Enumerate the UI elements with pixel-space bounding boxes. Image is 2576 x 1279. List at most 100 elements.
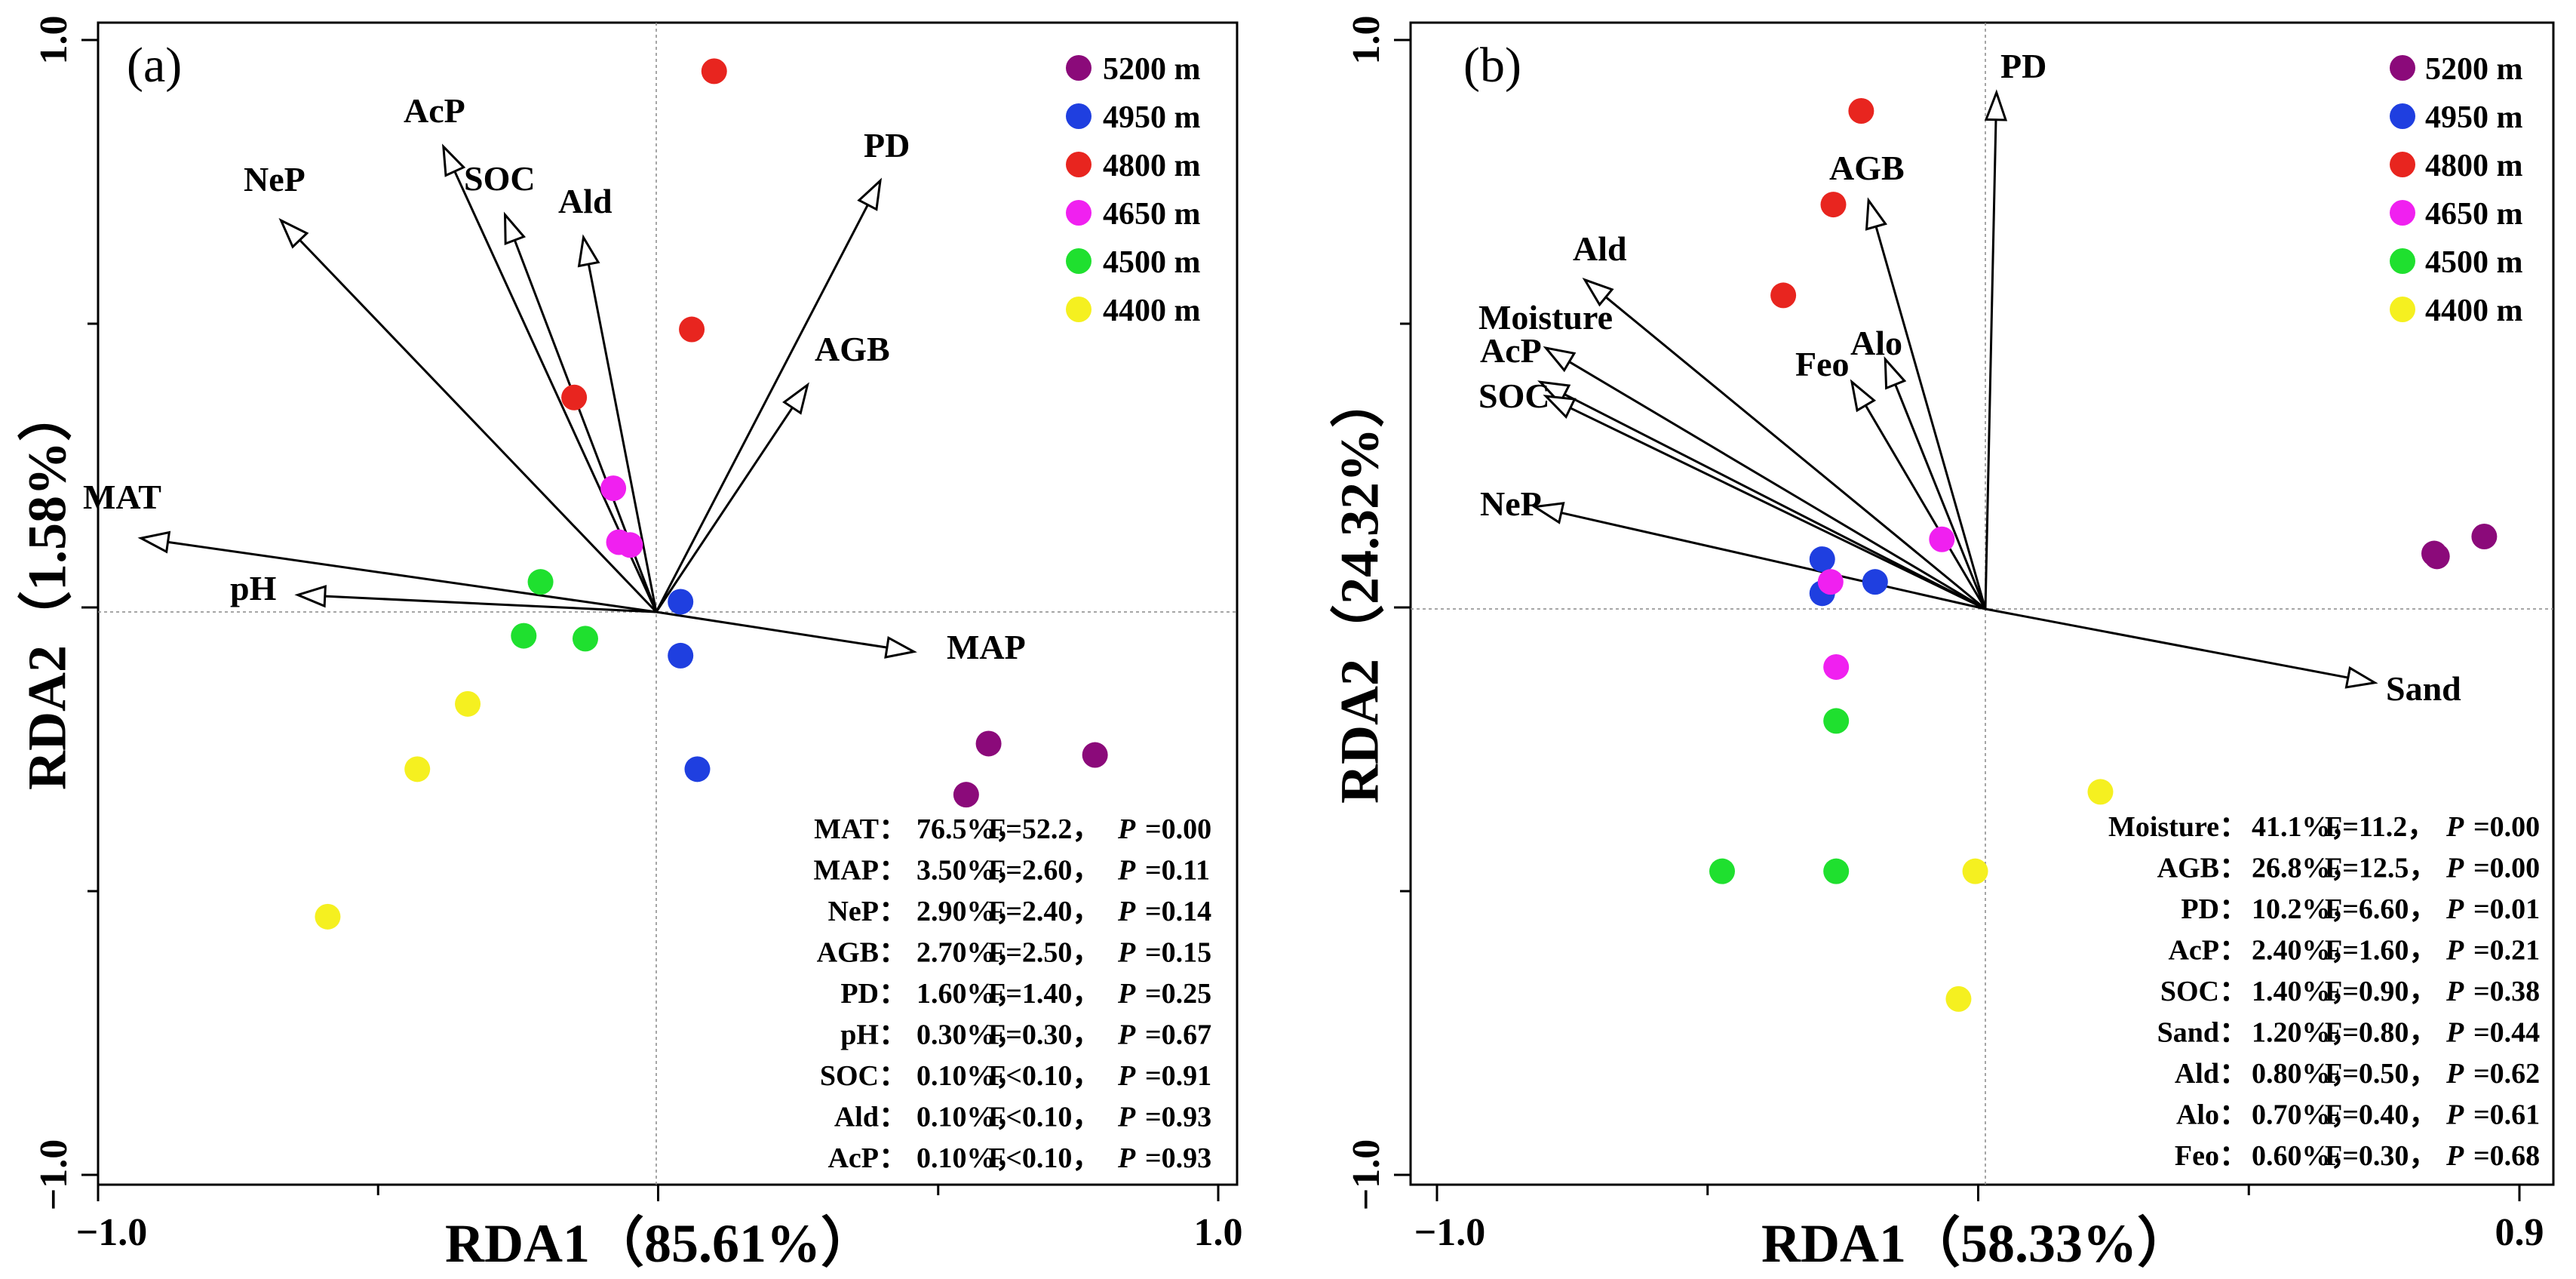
- stats-var: AGB：: [2157, 853, 2248, 884]
- stats-row: Ald： 0.80%，F=0.50， P =0.62: [2175, 1058, 2540, 1090]
- x-tick-label: 0.9: [2495, 1211, 2544, 1254]
- panel-a: −1.0 1.0 1.0 −1.0 RDA1（85.61%） RDA2（1.58%） (a)…: [17, 16, 1243, 1274]
- stats-p-value: =0.00: [1145, 813, 1211, 845]
- legend-marker-4500-m: [2390, 248, 2415, 274]
- stats-pct: 0.30%，: [916, 1019, 1024, 1051]
- stats-p-label: P: [2446, 1099, 2464, 1131]
- stats-f: F=2.50，: [988, 937, 1101, 969]
- legend-marker-4500-m: [1066, 248, 1091, 274]
- vector-label-ald: Ald: [558, 182, 613, 220]
- point-4400-m: [455, 690, 481, 717]
- vector-arrowhead-pd: [1984, 89, 2008, 121]
- point-4500-m: [572, 626, 598, 652]
- vector-arrowhead-pd: [857, 177, 883, 211]
- stats-p-value: =0.15: [1145, 937, 1211, 969]
- vector-arrowhead-soc: [503, 211, 527, 246]
- vector-label-agb: AGB: [1829, 149, 1905, 187]
- point-4650-m: [1929, 526, 1955, 552]
- stats-var: Ald：: [2175, 1058, 2248, 1090]
- stats-p-label: P: [1117, 1102, 1136, 1133]
- vector-acp: AcP: [1480, 331, 1986, 610]
- stats-var: MAP：: [813, 855, 907, 887]
- vector-label-feo: Feo: [1795, 345, 1850, 383]
- stats-f: F=52.2，: [988, 813, 1101, 845]
- stats-p-label: P: [2446, 976, 2464, 1007]
- vector-nep: NeP: [1480, 484, 1986, 610]
- vector-line-ald: [587, 263, 658, 613]
- point-4800-m: [561, 384, 588, 410]
- y-axis-label: RDA2（24.32%）: [1330, 374, 1390, 804]
- vector-map: MAP: [656, 610, 1026, 666]
- vector-label-soc: SOC: [464, 159, 536, 198]
- vector-ald: Ald: [558, 182, 658, 613]
- x-tick-label: 1.0: [1194, 1211, 1243, 1254]
- legend-marker-5200-m: [2390, 55, 2415, 81]
- stats-row: AGB： 26.8%，F=12.5， P =0.00: [2157, 853, 2541, 884]
- stats-f: F=0.40，: [2325, 1099, 2437, 1131]
- stats-pct: 0.70%，: [2252, 1099, 2360, 1131]
- point-4650-m: [1823, 653, 1850, 680]
- vector-line-ald: [1604, 296, 1986, 610]
- point-4400-m: [404, 756, 431, 782]
- vector-arrowhead-feo: [1850, 379, 1877, 413]
- stats-f: F=0.30，: [988, 1019, 1101, 1051]
- point-4800-m: [1820, 192, 1847, 218]
- stats-p-label: P: [2446, 811, 2464, 843]
- stats-pct: 2.90%，: [916, 896, 1024, 927]
- stats-row: Alo： 0.70%，F=0.40， P =0.61: [2176, 1099, 2540, 1131]
- stats-row: AGB： 2.70%，F=2.50， P =0.15: [817, 937, 1212, 969]
- stats-f: F=0.50，: [2325, 1058, 2437, 1090]
- stats-p-value: =0.93: [1145, 1142, 1211, 1174]
- stats-var: AcP：: [2168, 935, 2248, 967]
- stats-f: F=12.5，: [2325, 853, 2437, 884]
- stats-f: F=2.60，: [988, 855, 1101, 887]
- point-4950-m: [668, 642, 694, 669]
- stats-var: AGB：: [817, 937, 907, 969]
- x-axis-label: RDA1（58.33%）: [1761, 1213, 2191, 1274]
- vector-arrowhead-nep: [1531, 502, 1565, 524]
- vector-label-sand: Sand: [2386, 669, 2461, 708]
- stats-p-value: =0.61: [2473, 1099, 2540, 1131]
- legend: 5200 m 4950 m 4800 m 4650 m 4500 m 4400 m: [2390, 52, 2523, 328]
- vector-label-acp: AcP: [1480, 331, 1542, 370]
- stats-p-label: P: [1117, 1060, 1136, 1092]
- vector-arrowhead-ald: [1582, 278, 1614, 307]
- vector-arrowhead-moisture: [1543, 346, 1577, 373]
- stats-pct: 10.2%，: [2252, 893, 2360, 925]
- stats-row: AcP： 0.10%，F<0.10， P =0.93: [827, 1142, 1211, 1174]
- panel-label: (a): [127, 38, 182, 93]
- point-5200-m: [953, 782, 979, 808]
- legend-label-4500-m: 4500 m: [2425, 245, 2523, 280]
- vector-label-ph: pH: [230, 569, 277, 607]
- point-4800-m: [701, 58, 727, 85]
- stats-var: AcP：: [827, 1142, 907, 1174]
- point-4950-m: [1862, 569, 1888, 595]
- legend-label-5200-m: 5200 m: [1103, 52, 1201, 87]
- legend-label-4950-m: 4950 m: [2425, 100, 2523, 135]
- vector-line-pd: [655, 204, 869, 613]
- legend-marker-4950-m: [1066, 103, 1091, 129]
- stats-pct: 0.10%，: [916, 1060, 1024, 1092]
- stats-p-value: =0.25: [1145, 978, 1211, 1010]
- vector-arrowhead-soc: [1543, 395, 1577, 419]
- stats-f: F<0.10，: [988, 1060, 1101, 1092]
- point-4500-m: [1823, 858, 1850, 884]
- stats-p-label: P: [2446, 893, 2464, 925]
- stats-p-value: =0.67: [1145, 1019, 1211, 1051]
- stats-var: Sand：: [2157, 1017, 2248, 1049]
- stats-pct: 0.10%，: [916, 1142, 1024, 1174]
- point-4500-m: [511, 623, 537, 649]
- stats-row: NeP： 2.90%，F=2.40， P =0.14: [827, 896, 1211, 927]
- point-4400-m: [1945, 985, 1972, 1012]
- stats-p-value: =0.00: [2473, 811, 2540, 843]
- vector-label-nep: NeP: [1480, 484, 1542, 523]
- stats-p-value: =0.21: [2473, 935, 2540, 967]
- point-4500-m: [1823, 708, 1850, 734]
- stats-f: F=11.2，: [2325, 811, 2436, 843]
- stats-table: MAT： 76.5%，F=52.2， P =0.00 MAP： 3.50%，F=2.60，…: [813, 813, 1211, 1174]
- vector-line-soc: [1570, 407, 1986, 610]
- stats-p-value: =0.44: [2473, 1017, 2540, 1049]
- point-4650-m: [600, 475, 627, 502]
- legend-marker-4800-m: [1066, 152, 1091, 177]
